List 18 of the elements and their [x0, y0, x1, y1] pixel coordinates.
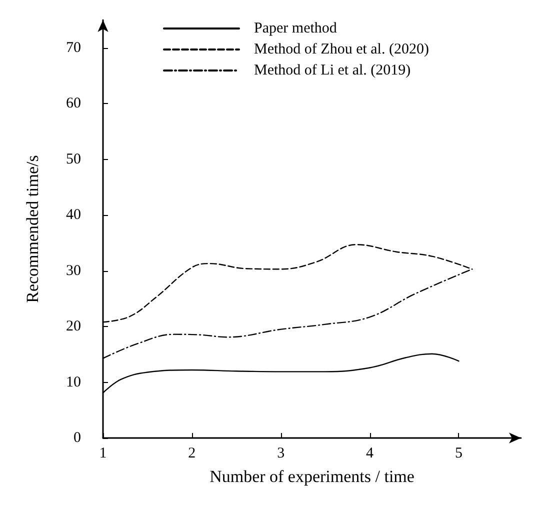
- legend-label: Method of Zhou et al. (2020): [254, 42, 429, 58]
- y-tick-label: 0: [74, 430, 81, 446]
- y-tick-label: 10: [66, 374, 81, 390]
- y-axis-title: Recommended time/s: [23, 155, 42, 303]
- x-tick-label: 5: [454, 446, 462, 462]
- x-tick-label: 1: [99, 446, 107, 462]
- y-tick-label: 70: [66, 40, 81, 56]
- x-axis-title: Number of experiments / time: [210, 467, 414, 486]
- y-tick-label: 60: [66, 96, 81, 112]
- x-tick-label: 3: [277, 446, 285, 462]
- legend-label: Method of Li et al. (2019): [254, 62, 411, 78]
- y-tick-label: 30: [66, 262, 81, 279]
- y-tick-label: 20: [66, 318, 81, 335]
- x-tick-label: 4: [366, 446, 374, 462]
- legend-label: Paper method: [254, 20, 338, 36]
- y-tick-label: 40: [66, 207, 81, 224]
- y-tick-label: 50: [66, 151, 81, 168]
- x-tick-label: 2: [188, 446, 196, 462]
